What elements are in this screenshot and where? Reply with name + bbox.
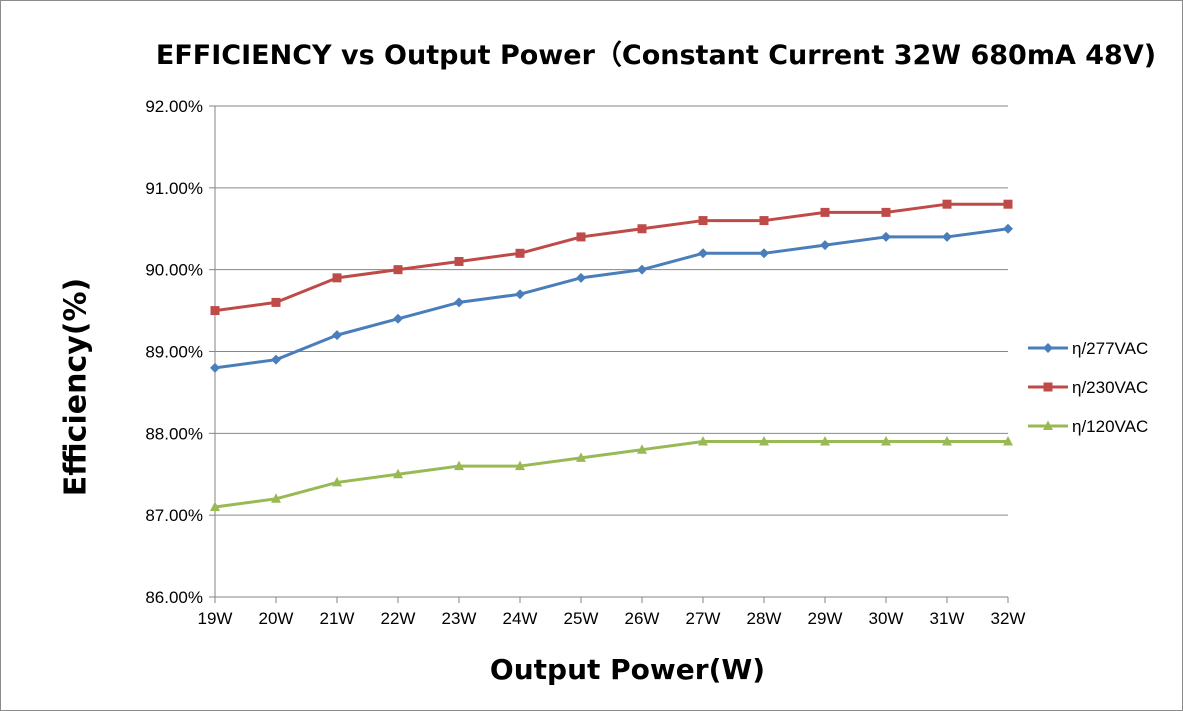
legend-marker bbox=[1043, 343, 1053, 353]
chart-title: EFFICIENCY vs Output Power（Constant Curr… bbox=[155, 40, 1157, 71]
x-tick-label: 22W bbox=[381, 609, 416, 628]
data-point bbox=[515, 460, 525, 471]
y-tick-label: 88.00% bbox=[145, 424, 203, 443]
data-point bbox=[820, 436, 830, 446]
data-point bbox=[271, 297, 281, 307]
data-point bbox=[637, 224, 647, 234]
data-point bbox=[515, 289, 525, 300]
series-line-1 bbox=[214, 202, 1008, 313]
x-tick-label: 31W bbox=[930, 609, 965, 628]
data-point bbox=[820, 207, 830, 217]
y-tick-label: 91.00% bbox=[145, 179, 203, 198]
legend-label: η/277VAC bbox=[1072, 339, 1148, 358]
data-point bbox=[576, 452, 586, 462]
x-tick-label: 30W bbox=[869, 609, 904, 628]
data-point bbox=[881, 207, 891, 217]
x-tick-label: 23W bbox=[442, 609, 477, 628]
y-tick-label: 92.00% bbox=[145, 97, 203, 116]
x-tick-label: 26W bbox=[625, 609, 660, 628]
data-point bbox=[576, 232, 586, 242]
data-point bbox=[759, 216, 769, 226]
data-point bbox=[332, 330, 342, 341]
data-point bbox=[1003, 199, 1013, 209]
data-point bbox=[515, 248, 525, 258]
data-point bbox=[759, 436, 769, 446]
data-point bbox=[454, 297, 464, 308]
data-point bbox=[1003, 436, 1013, 446]
data-point bbox=[698, 216, 708, 226]
data-point bbox=[393, 468, 403, 479]
data-point bbox=[881, 436, 891, 446]
x-axis-title: Output Power(W) bbox=[489, 653, 766, 686]
data-point bbox=[637, 264, 647, 275]
data-point bbox=[576, 272, 586, 283]
data-point bbox=[637, 444, 647, 454]
data-point bbox=[393, 265, 403, 275]
x-tick-label: 29W bbox=[808, 609, 843, 628]
legend-label: η/230VAC bbox=[1072, 378, 1148, 397]
data-point bbox=[271, 354, 281, 365]
x-tick-label: 25W bbox=[564, 609, 599, 628]
data-point bbox=[1003, 223, 1013, 234]
data-point bbox=[942, 199, 952, 209]
data-point bbox=[332, 476, 342, 487]
data-point bbox=[393, 313, 403, 324]
x-tick-label: 24W bbox=[503, 609, 538, 628]
data-point bbox=[942, 231, 952, 242]
series-line-0 bbox=[214, 227, 1009, 370]
y-tick-label: 86.00% bbox=[145, 588, 203, 607]
x-tick-label: 21W bbox=[320, 609, 355, 628]
data-point bbox=[210, 306, 220, 316]
x-tick-label: 20W bbox=[259, 609, 294, 628]
legend-label: η/120VAC bbox=[1072, 417, 1148, 436]
data-point bbox=[210, 501, 220, 511]
data-point bbox=[210, 362, 220, 373]
x-tick-label: 28W bbox=[747, 609, 782, 628]
data-point bbox=[454, 460, 464, 471]
data-point bbox=[759, 248, 769, 259]
data-point bbox=[698, 436, 708, 446]
series-line-2 bbox=[214, 440, 1008, 509]
data-point bbox=[698, 248, 708, 259]
data-point bbox=[881, 231, 891, 242]
legend-marker bbox=[1043, 420, 1053, 430]
legend-marker bbox=[1043, 382, 1053, 392]
data-point bbox=[271, 493, 281, 503]
x-tick-label: 27W bbox=[686, 609, 721, 628]
y-tick-label: 90.00% bbox=[145, 261, 203, 280]
data-point bbox=[820, 240, 830, 251]
y-tick-label: 87.00% bbox=[145, 506, 203, 525]
data-point bbox=[332, 273, 342, 283]
data-point bbox=[942, 436, 952, 446]
x-tick-label: 19W bbox=[198, 609, 233, 628]
x-tick-label: 32W bbox=[991, 609, 1026, 628]
data-point bbox=[454, 256, 464, 266]
y-tick-label: 89.00% bbox=[145, 343, 203, 362]
